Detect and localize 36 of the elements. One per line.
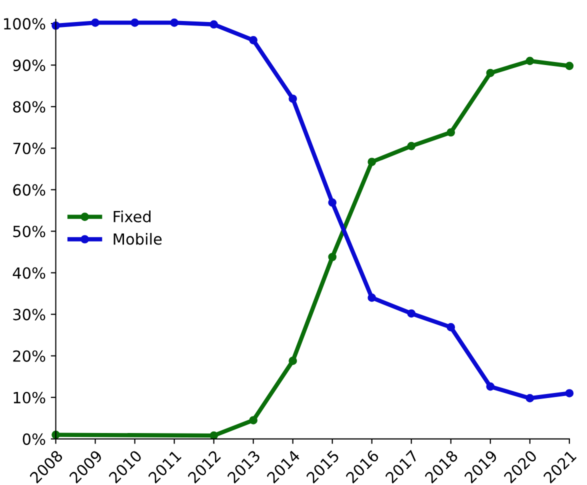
point	[328, 252, 336, 262]
point	[91, 18, 100, 27]
point	[486, 68, 495, 78]
point	[288, 356, 297, 365]
y-tick-label: 0%	[22, 433, 46, 445]
point	[249, 416, 258, 424]
y-tick-label: 100%	[4, 18, 46, 30]
point	[368, 158, 376, 166]
legend-label: Mobile	[114, 232, 162, 245]
y-tick-label: 20%	[13, 350, 46, 362]
y-tick-label: 90%	[13, 60, 46, 72]
point	[328, 198, 336, 207]
y-tick-label: 60%	[13, 184, 46, 196]
point	[446, 128, 456, 137]
point	[210, 20, 218, 29]
point	[170, 18, 178, 27]
legend-label: Fixed	[114, 210, 150, 222]
point	[368, 294, 376, 302]
point	[526, 56, 534, 66]
y-tick-label: 50%	[13, 226, 46, 238]
point	[249, 36, 258, 44]
y-tick-label: 10%	[14, 392, 46, 404]
point	[565, 389, 574, 398]
point	[288, 94, 297, 103]
point	[407, 309, 416, 318]
point	[565, 62, 574, 70]
y-tick-label: 40%	[12, 267, 46, 279]
point	[210, 431, 218, 440]
y-tick-label: 80%	[13, 101, 46, 113]
y-tick-label: 70%	[13, 142, 46, 154]
point	[130, 18, 139, 27]
point	[486, 382, 495, 391]
point	[526, 394, 534, 402]
point	[446, 323, 456, 332]
y-tick-label: 30%	[13, 308, 46, 320]
point	[407, 142, 416, 150]
